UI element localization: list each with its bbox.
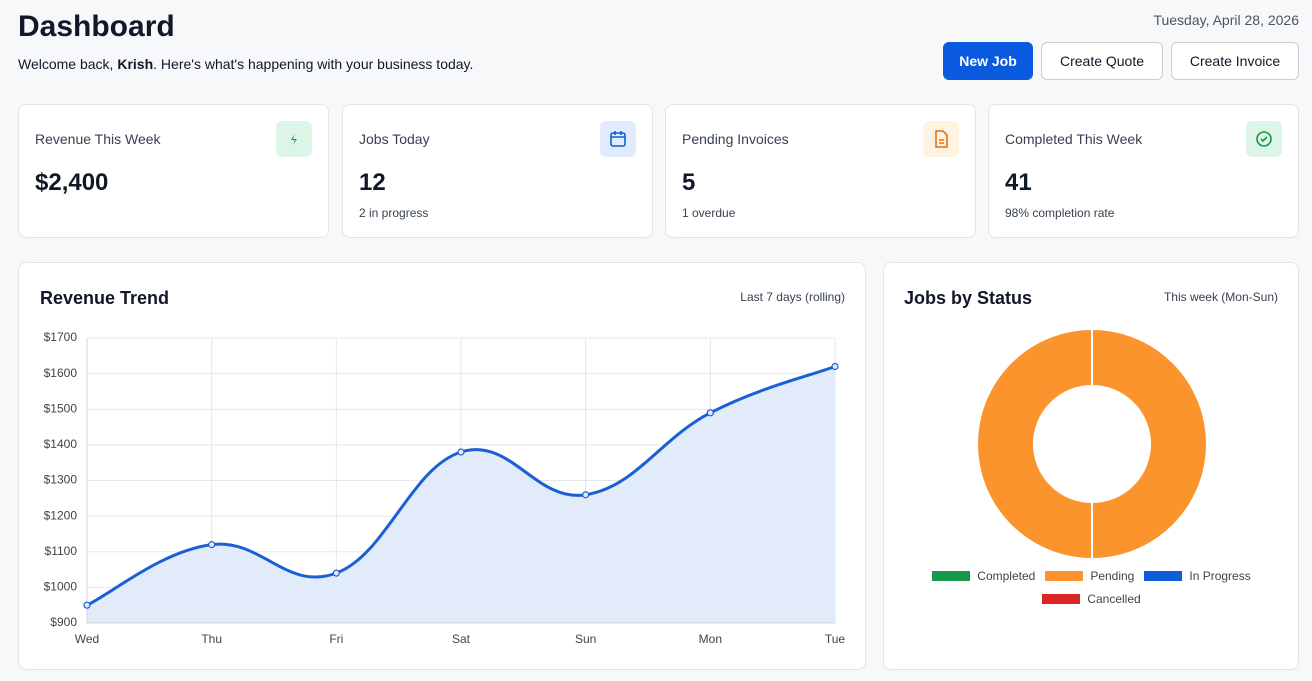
point [457,448,465,456]
stat-note: 98% completion rate [1005,206,1115,220]
x-tick-label: Tue [825,632,846,646]
chart-title: Revenue Trend [40,288,170,308]
chart-subtitle: This week (Mon-Sun) [1163,290,1278,304]
create-invoice-button[interactable]: Create Invoice [1171,42,1299,80]
stat-value: 5 [682,169,696,196]
stat-note: 1 overdue [682,206,736,220]
stat-card: Completed This Week 41 98% completion ra… [988,104,1299,238]
new-job-button[interactable]: New Job [943,42,1033,80]
chart-card: Revenue Trend Last 7 days (rolling) $900… [18,262,866,670]
create-quote-button[interactable]: Create Quote [1041,42,1163,80]
y-tick-label: $1300 [44,473,78,487]
y-tick-label: $1500 [44,401,78,415]
y-tick-label: $900 [50,615,77,629]
page-title: Dashboard [18,10,175,43]
user-name: Krish [117,56,154,72]
stat-label: Pending Invoices [682,131,789,147]
stat-card: Revenue This Week $2,400 [18,104,329,238]
legend-item: In Progress [1144,569,1251,583]
icon [923,121,959,157]
stat-label: Completed This Week [1005,131,1143,147]
point [706,409,714,417]
point [831,362,839,371]
x-tick-label: Wed [75,632,99,646]
stat-card: Jobs Today 12 2 in progress [342,104,653,238]
y-tick-label: $1400 [44,437,78,451]
legend-label: In Progress [1189,569,1251,583]
legend-item: Cancelled [1042,592,1141,606]
stat-card: Pending Invoices 5 1 overdue [665,104,976,238]
point [582,491,590,499]
legend-label: Pending [1090,569,1135,583]
icon [600,121,636,157]
legend-swatch [1045,571,1084,581]
icon [276,121,312,157]
legend-swatch [1144,571,1183,581]
y-tick-label: $1200 [44,508,78,522]
legend-swatch [1042,594,1081,604]
legend-label: Completed [977,569,1036,583]
y-tick-label: $1100 [45,544,78,558]
x-tick-label: Thu [201,632,222,646]
chart-title: Jobs by Status [904,288,1033,308]
stat-label: Jobs Today [359,131,430,147]
x-tick-label: Sun [575,632,596,646]
stat-value: 41 [1005,169,1032,196]
stat-value: 12 [359,169,386,196]
stat-value: $2,400 [35,169,109,196]
legend-item: Pending [1045,569,1134,583]
donut-segment [976,327,1208,561]
x-tick-label: Sat [452,632,471,646]
donut-chart [976,327,1208,561]
point [332,569,340,577]
icon [1246,121,1282,157]
welcome: Welcome back, Krish. Here's what's happe… [18,56,473,72]
chart-subtitle: Last 7 days (rolling) [740,290,845,304]
y-tick-label: $1700 [44,330,78,344]
stat-label: Revenue This Week [35,131,161,147]
y-tick-label: $1000 [44,580,78,594]
welcome-text: Welcome back, [18,56,118,72]
point [83,601,91,609]
area [87,366,835,623]
x-tick-label: Mon [699,632,722,646]
date: Tuesday, April 28, 2026 [1153,12,1299,28]
x-tick-label: Fri [329,632,343,646]
stat-note: 2 in progress [359,206,429,220]
legend-swatch [932,571,971,581]
legend: Completed Pending In Progress Cancelled [924,569,1259,606]
point [208,541,216,549]
legend-label: Cancelled [1087,592,1141,606]
chart-card: Jobs by Status This week (Mon-Sun) Compl… [883,262,1299,670]
y-tick-label: $1600 [44,366,78,380]
welcome-text: . Here's what's happening with your busi… [153,56,474,72]
line-chart: $900 $1000 $1100 $1200 $1300 $1400 $1500 $1600 $… [44,330,846,646]
legend-item: Completed [932,569,1035,583]
